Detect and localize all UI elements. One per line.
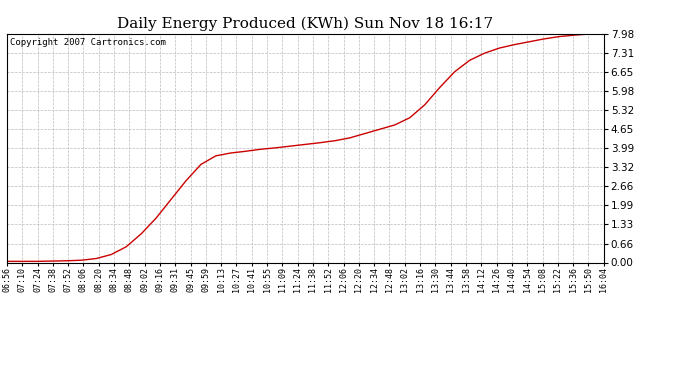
Text: Copyright 2007 Cartronics.com: Copyright 2007 Cartronics.com (10, 38, 166, 47)
Title: Daily Energy Produced (KWh) Sun Nov 18 16:17: Daily Energy Produced (KWh) Sun Nov 18 1… (117, 17, 493, 31)
